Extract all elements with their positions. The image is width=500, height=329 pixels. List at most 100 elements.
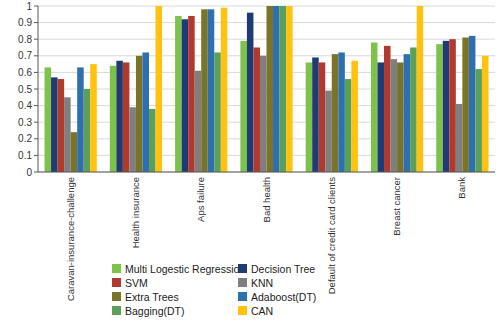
tick-mark <box>34 155 38 156</box>
bar <box>345 79 352 172</box>
bar <box>156 6 163 172</box>
bar <box>417 6 424 172</box>
tick-mark <box>34 22 38 23</box>
bar <box>469 36 476 172</box>
legend-swatch <box>112 306 121 315</box>
bar <box>319 62 326 172</box>
legend: Multi Logestic Regression Decision Tree SV… <box>112 263 316 317</box>
y-tick-label: 0.2 <box>18 133 32 144</box>
bar <box>475 69 482 172</box>
bar <box>482 56 489 172</box>
bar <box>77 67 84 172</box>
bar <box>240 41 247 172</box>
x-tick-label: Bad health <box>261 177 272 222</box>
legend-label: Adaboost(DT) <box>251 291 316 303</box>
tick-mark <box>34 138 38 139</box>
legend-label: Multi Logestic Regression <box>125 263 245 275</box>
bar <box>214 52 221 172</box>
bar <box>443 41 450 172</box>
bar <box>377 62 384 172</box>
legend-swatch <box>238 292 247 301</box>
bar <box>51 77 58 172</box>
x-axis <box>38 172 495 173</box>
legend-swatch <box>238 306 247 315</box>
bar <box>64 97 71 172</box>
y-tick-label: 0.3 <box>18 117 32 128</box>
bar <box>273 6 280 172</box>
tick-mark <box>34 122 38 123</box>
bar <box>325 91 332 172</box>
tick-mark <box>34 105 38 106</box>
bar <box>462 38 469 172</box>
bar <box>195 71 202 172</box>
bar <box>449 39 456 172</box>
legend-label: SVM <box>125 277 148 289</box>
y-tick-label: 0.5 <box>18 84 32 95</box>
bar <box>286 6 293 172</box>
bar <box>116 61 123 172</box>
legend-swatch <box>112 264 121 273</box>
legend-label: Decision Tree <box>251 263 315 275</box>
bar <box>208 9 215 172</box>
bar <box>332 54 339 172</box>
bar <box>371 43 378 172</box>
grid-line <box>38 172 495 173</box>
bar <box>384 46 391 172</box>
legend-label: Bagging(DT) <box>125 305 185 317</box>
bar <box>45 67 52 172</box>
bar <box>436 44 443 172</box>
x-tick-label: Aps failure <box>195 177 206 222</box>
bar <box>397 62 404 172</box>
x-tick-label: Breast cancer <box>391 177 402 236</box>
tick-mark <box>34 89 38 90</box>
bar <box>90 64 97 172</box>
tick-mark <box>34 72 38 73</box>
bar <box>391 59 398 172</box>
bar <box>182 19 189 172</box>
bar <box>404 54 411 172</box>
legend-label: Extra Trees <box>125 291 179 303</box>
bar <box>267 6 274 172</box>
tick-mark <box>34 172 38 173</box>
tick-mark <box>34 6 38 7</box>
bar <box>201 9 208 172</box>
bar <box>175 16 182 172</box>
y-axis <box>38 6 39 172</box>
bars <box>45 6 489 172</box>
y-tick-label: 0.4 <box>18 100 32 111</box>
bar <box>456 104 463 172</box>
y-tick-label: 0 <box>26 167 32 178</box>
legend-label: KNN <box>251 277 273 289</box>
y-tick-label: 0.9 <box>18 17 32 28</box>
tick-mark <box>34 39 38 40</box>
bar <box>280 6 287 172</box>
legend-label: CAN <box>251 305 273 317</box>
bar <box>410 48 417 173</box>
bar <box>253 48 260 173</box>
tick-mark <box>34 55 38 56</box>
bar <box>149 109 156 172</box>
x-tick-label: Health insurance <box>130 177 141 248</box>
bar <box>58 79 65 172</box>
x-tick-label: Default of credit card clients <box>326 177 337 294</box>
x-tick-label: Bank <box>456 177 467 199</box>
bar <box>306 62 313 172</box>
bar <box>136 56 143 172</box>
bar <box>221 8 228 172</box>
y-tick-label: 0.7 <box>18 50 32 61</box>
y-tick-label: 0.1 <box>18 150 32 161</box>
bar <box>351 61 358 172</box>
legend-swatch <box>238 264 247 273</box>
bar <box>312 57 319 172</box>
legend-swatch <box>112 292 121 301</box>
legend-swatch <box>238 278 247 287</box>
bar <box>123 62 130 172</box>
bar <box>188 16 195 172</box>
y-tick-label: 1 <box>26 1 32 12</box>
legend-swatch <box>112 278 121 287</box>
bar <box>260 56 267 172</box>
x-tick-label: Caravan-insurance-challenge <box>65 177 76 301</box>
bar <box>71 132 78 172</box>
bar <box>110 66 117 172</box>
bar <box>84 89 91 172</box>
